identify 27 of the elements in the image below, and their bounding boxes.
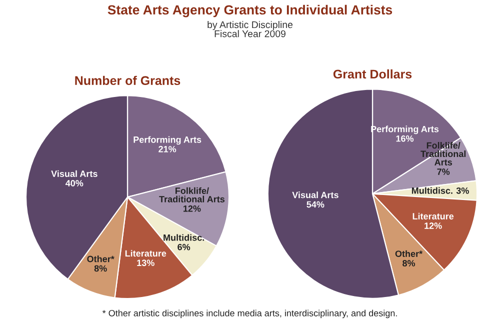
data-label: 3%	[456, 187, 469, 194]
slice-label: Multidisc.	[164, 234, 204, 241]
data-label: 12%	[424, 222, 442, 229]
slice-label: Performing Arts	[134, 136, 202, 145]
data-label: 13%	[137, 260, 154, 266]
text: State Arts Agency Grants to Individual Artists	[108, 4, 392, 18]
data-label: 12%	[183, 205, 201, 212]
data-label: 7%	[437, 168, 450, 175]
slice-label: Other*	[395, 250, 423, 257]
text: * Other artistic disciplines include media arts, interdisciplinary, and design.	[102, 310, 397, 318]
slice-label: Literature	[125, 250, 166, 257]
data-label: 40%	[66, 180, 84, 186]
slice-label: Multidisc.	[412, 187, 452, 194]
data-label: 54%	[306, 201, 324, 208]
slice-label: Literature	[412, 212, 454, 220]
data-label: 21%	[158, 146, 176, 152]
chart-title: Number of Grants	[75, 76, 180, 86]
data-label: 16%	[396, 135, 414, 142]
text: by Artistic Discipline Fiscal Year 2009	[208, 20, 293, 38]
slice-label: Visual Arts	[51, 170, 98, 177]
data-label: 8%	[94, 265, 107, 272]
data-label: 8%	[402, 260, 416, 266]
slice-label: Folklife/ Traditional Arts	[159, 187, 225, 202]
slice-label: Visual Arts	[292, 192, 338, 198]
chart-title: Grant Dollars	[333, 69, 412, 79]
slice-label: Other*	[87, 256, 114, 262]
data-label: 6%	[178, 244, 190, 250]
